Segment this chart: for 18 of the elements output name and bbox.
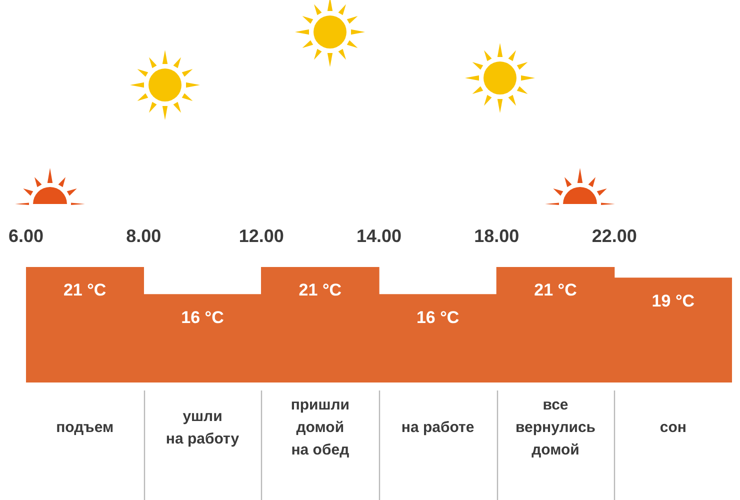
data-label: 21 °C [63,280,106,300]
text: 8.00 [126,226,162,246]
text: 14.00 [356,226,402,246]
text: 6.00 [8,226,44,246]
x-tick-label: на работе [401,419,474,436]
x-tick-label: подъем [56,419,114,436]
text: 12.00 [238,226,284,246]
data-label: 16 °C [416,308,460,328]
x-tick-label: пришли домой на обед [290,396,350,459]
x-tick-label: все вернулись домой [515,396,596,459]
text: 22.00 [592,226,637,246]
data-label: 21 °C [298,280,342,300]
x-tick-label: ушли на работу [166,408,240,448]
data-label: 21 °C [534,280,577,300]
x-tick-label: сон [660,419,686,436]
text: 18.00 [474,226,520,246]
data-label: 19 °C [652,292,695,311]
data-label: 16 °C [181,308,224,328]
